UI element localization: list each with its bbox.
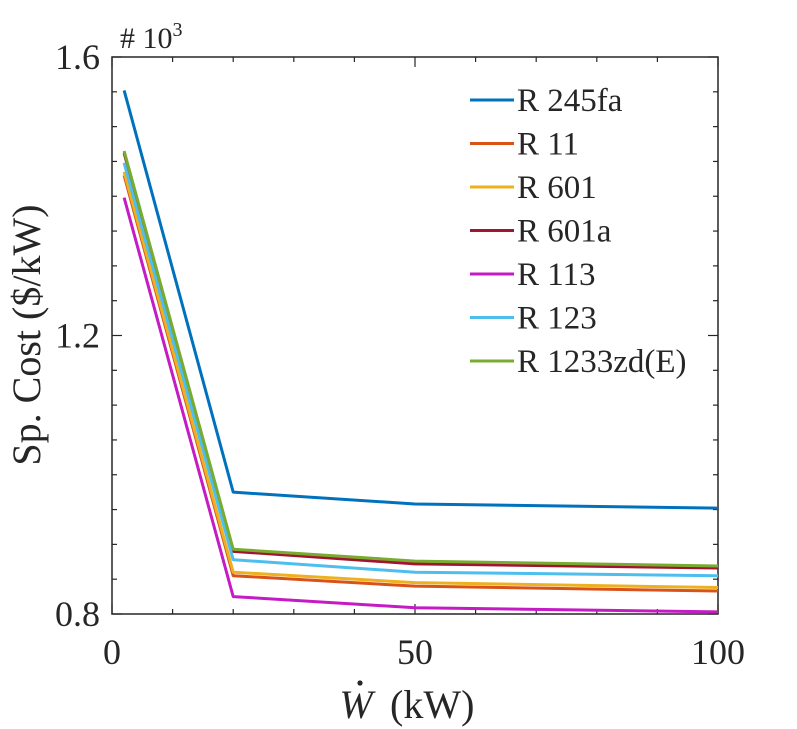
legend-label-r-601: R 601 xyxy=(517,170,597,206)
y-axis-label: Sp. Cost ($/kW) xyxy=(4,204,49,465)
x-axis-unit: (kW) xyxy=(390,682,474,727)
series-line-r-601 xyxy=(122,171,719,590)
plot-area: 0 50 100 0.8 1.2 1.6 xyxy=(55,37,745,672)
y-axis: 0.8 1.2 1.6 xyxy=(55,37,718,634)
y-tick-label: 0.8 xyxy=(55,594,100,634)
legend: R 245fa R 11 R 601 R 601a R 113 R 123 R 1233zd… xyxy=(470,83,687,380)
legend-label-r-1233zd-e: R 1233zd(E) xyxy=(517,344,687,380)
series-line-r-123 xyxy=(122,162,719,578)
x-axis: 0 50 100 xyxy=(103,57,745,672)
series-line-r-113 xyxy=(122,197,719,614)
y-tick-label: 1.6 xyxy=(55,37,100,77)
legend-label-r-601a: R 601a xyxy=(517,214,612,250)
legend-label-r-123: R 123 xyxy=(517,301,597,337)
legend-label-r-11: R 11 xyxy=(517,127,579,163)
series-line-r-245fa xyxy=(122,90,719,510)
y-exponent-power: 3 xyxy=(173,19,183,41)
y-exponent-base: # 10 xyxy=(120,22,173,55)
x-tick-label: 50 xyxy=(397,632,433,672)
x-axis-symbol-dot xyxy=(357,680,363,686)
y-tick-label: 1.2 xyxy=(55,316,100,356)
x-tick-label: 100 xyxy=(691,632,745,672)
series-lines xyxy=(122,90,719,614)
x-axis-label: W (kW) xyxy=(339,680,474,727)
legend-label-r-245fa: R 245fa xyxy=(517,83,623,119)
y-exponent-label: # 103 xyxy=(120,19,183,55)
x-tick-label: 0 xyxy=(103,632,121,672)
legend-label-r-113: R 113 xyxy=(517,257,596,293)
series-line-r-1233zd-e xyxy=(122,150,719,568)
plot-frame xyxy=(111,56,719,615)
x-axis-symbol: W xyxy=(339,682,376,727)
